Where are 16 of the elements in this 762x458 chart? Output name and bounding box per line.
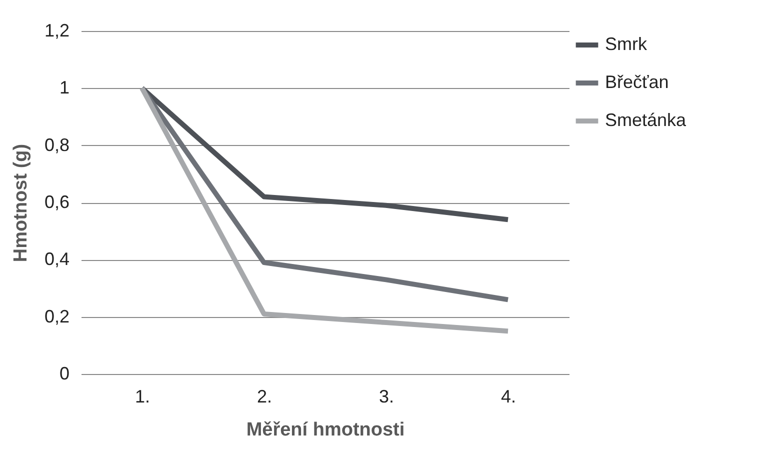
y-axis-title: Hmotnost (g)	[10, 144, 32, 262]
y-tick-label: 0,4	[44, 249, 70, 270]
x-tick-label: 1.	[134, 386, 150, 406]
legend-label: Smetánka	[605, 110, 688, 130]
legend-label: Břečťan	[605, 72, 669, 92]
x-tick-label: 4.	[500, 386, 516, 406]
y-tick-label: 0,8	[44, 134, 70, 155]
y-tick-label: 1	[59, 78, 70, 98]
y-tick-label: 0,6	[44, 192, 70, 212]
x-tick-label: 3.	[378, 386, 394, 406]
y-tick-label: 0	[59, 364, 70, 384]
y-tick-label: 1,2	[44, 20, 70, 40]
x-tick-label: 2.	[256, 386, 272, 406]
x-axis-title: Měření hmotnosti	[246, 420, 405, 440]
legend-label: Smrk	[605, 34, 648, 54]
y-tick-label: 0,2	[44, 306, 70, 326]
